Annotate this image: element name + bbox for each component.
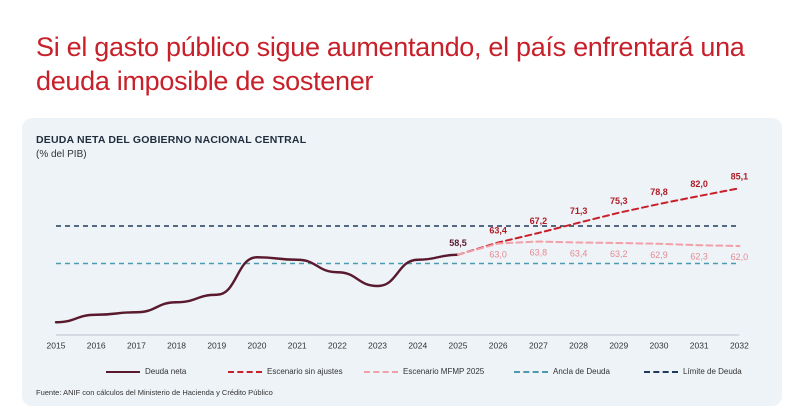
legend-swatch [644,370,678,373]
legend-swatch [514,370,548,373]
data-label: 62,9 [650,250,668,260]
x-tick-label: 2021 [288,340,307,350]
x-tick-label: 2015 [47,340,66,350]
data-label: 63,2 [610,249,628,259]
chart-card: DEUDA NETA DEL GOBIERNO NACIONAL CENTRAL… [22,118,782,406]
x-tick-label: 2026 [489,340,508,350]
data-label: 71,3 [570,206,588,216]
headline: Si el gasto público sigue aumentando, el… [36,32,745,96]
x-tick-label: 2022 [328,340,347,350]
legend-item-ancla: Ancla de Deuda [514,367,610,376]
data-label: 85,1 [731,171,749,181]
series-line-sin-ajustes [457,187,741,256]
x-tick-label: 2028 [569,340,588,350]
legend-swatch [364,370,398,373]
legend-label: Límite de Deuda [683,367,742,376]
data-label: 63,4 [570,249,588,259]
x-tick-label: 2020 [248,340,267,350]
legend-label: Escenario sin ajustes [267,367,343,376]
data-label: 67,2 [530,216,548,226]
x-tick-label: 2025 [449,340,468,350]
x-tick-label: 2030 [650,340,669,350]
data-label: 58,5 [449,238,467,248]
chart-source: Fuente: ANIF con cálculos del Ministerio… [36,388,273,397]
legend-label: Deuda neta [145,367,187,376]
chart-legend: Deuda neta Escenario sin ajustes Escenario… [106,367,766,381]
legend-item-mfmp: Escenario MFMP 2025 [364,367,484,376]
legend-swatch [228,370,262,373]
series-line-mfmp [457,240,741,256]
legend-item-limite: Límite de Deuda [644,367,742,376]
x-tick-label: 2024 [408,340,427,350]
x-tick-label: 2017 [127,340,146,350]
data-label: 78,8 [650,187,668,197]
data-label: 62,3 [690,251,708,261]
x-tick-label: 2016 [87,340,106,350]
line-chart: 2015 2016 2017 2018 2019 2020 2021 2022 2023 2024… [47,171,750,350]
chart-title: DEUDA NETA DEL GOBIERNO NACIONAL CENTRAL [36,134,307,146]
x-tick-label: 2018 [167,340,186,350]
x-tick-label: 2019 [207,340,226,350]
legend-label: Ancla de Deuda [553,367,610,376]
x-tick-label: 2023 [368,340,387,350]
x-tick-label: 2031 [690,340,709,350]
data-label: 63,4 [489,226,507,236]
x-tick-label: 2027 [529,340,548,350]
x-tick-label: 2029 [609,340,628,350]
data-label: 82,0 [690,179,708,189]
chart-subtitle: (% del PIB) [36,149,87,160]
x-tick-label: 2032 [730,340,749,350]
legend-swatch [106,370,140,373]
legend-item-deuda-neta: Deuda neta [106,367,186,376]
legend-item-sin-ajustes: Escenario sin ajustes [228,367,343,376]
series-line-deuda-neta [54,253,460,324]
data-label: 62,0 [731,252,749,262]
data-label: 75,3 [610,196,628,206]
data-label: 63,0 [489,250,507,260]
data-label: 63,8 [530,248,548,258]
legend-label: Escenario MFMP 2025 [403,367,485,376]
